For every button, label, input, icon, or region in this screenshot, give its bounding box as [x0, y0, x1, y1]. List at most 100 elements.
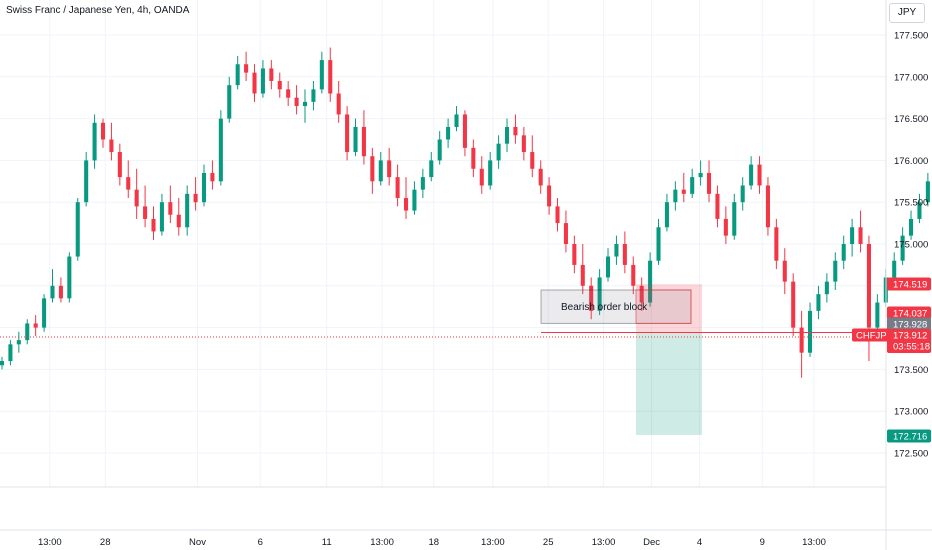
candle-body: [614, 244, 619, 257]
candle-body: [866, 244, 871, 328]
candle: [757, 156, 762, 194]
candle-body: [361, 126, 366, 157]
candle: [437, 131, 442, 165]
candle: [530, 135, 535, 178]
x-tick-label: 13:00: [38, 537, 62, 548]
candle-body: [168, 202, 173, 215]
price-axis-ticks: 177.500 177.000 176.500 176.000 175.500 175.0…: [894, 31, 928, 460]
upper-price-label: 174.519: [887, 277, 931, 291]
candle-body: [547, 185, 552, 207]
order-block-box[interactable]: [540, 289, 692, 324]
candle: [361, 110, 366, 165]
candle-body: [176, 214, 181, 228]
candle-body: [597, 277, 602, 311]
candle-body: [244, 64, 249, 73]
candle: [336, 80, 341, 123]
candle: [201, 164, 207, 207]
candle-body: [353, 126, 358, 153]
candle: [555, 198, 560, 232]
candle-body: [563, 223, 568, 244]
candle: [513, 114, 518, 144]
candle-body: [909, 218, 914, 236]
candle-body: [8, 344, 13, 362]
candle-body: [504, 126, 510, 144]
currency-button[interactable]: JPY: [889, 3, 925, 23]
candle: [572, 235, 577, 274]
candle: [690, 168, 695, 199]
candle: [387, 147, 392, 186]
x-tick-label: 13:00: [592, 537, 616, 548]
candle-body: [429, 160, 434, 178]
candle-body: [395, 177, 400, 199]
candle-body: [294, 97, 299, 107]
candle: [143, 185, 148, 228]
candle-body: [808, 310, 813, 353]
x-tick-label: Dec: [643, 537, 660, 548]
candle-body: [454, 114, 459, 127]
candle-body: [782, 260, 787, 282]
candle: [656, 218, 661, 265]
candle: [277, 72, 282, 98]
candle: [639, 277, 644, 311]
candle-body: [538, 168, 543, 186]
candle-body: [690, 177, 695, 194]
candle: [420, 168, 425, 199]
candle: [75, 198, 80, 261]
candle-body: [302, 101, 308, 107]
candle-body: [25, 323, 30, 341]
candle: [50, 269, 55, 303]
y-tick-label: 176.500: [894, 114, 928, 125]
entry-price-label: 174.037: [887, 306, 931, 320]
candle: [723, 206, 728, 244]
candle: [252, 64, 257, 102]
candle-body: [84, 160, 89, 203]
price-axis[interactable]: 177.500 177.000 176.500 176.000 175.500 175.0…: [852, 0, 931, 550]
candle: [824, 273, 829, 303]
candle-body: [732, 202, 737, 236]
chart-title: Swiss Franc / Japanese Yen, 4h, OANDA: [6, 5, 190, 16]
candle: [244, 51, 249, 81]
candle: [429, 152, 434, 182]
candle-body: [656, 227, 661, 261]
candle-body: [791, 281, 796, 328]
candle-body: [193, 193, 198, 203]
candle-body: [117, 152, 122, 178]
candle: [67, 252, 72, 303]
x-tick-label: 13:00: [370, 537, 394, 548]
candle-body: [33, 323, 38, 328]
candle-body: [277, 80, 282, 90]
candle: [92, 114, 97, 169]
current-price-label: 173.912 03:55:18: [887, 329, 931, 353]
candle: [33, 315, 38, 336]
candle-body: [345, 114, 350, 153]
candle-body: [75, 202, 80, 257]
take-profit-zone[interactable]: [636, 333, 702, 435]
symbol-label: CHFJPY: [852, 328, 894, 342]
candle: [58, 277, 63, 303]
candle: [235, 55, 240, 90]
candle: [471, 139, 476, 178]
candle-body: [378, 160, 383, 182]
candle: [589, 277, 594, 320]
time-axis-ticks: 13:00 28 Nov 6 11 13:00 18 13:00 25 13:00 Dec 4 9 13:…: [38, 537, 826, 548]
candle-body: [420, 177, 425, 190]
x-tick-label: 13:00: [802, 537, 826, 548]
time-axis[interactable]: 13:00 28 Nov 6 11 13:00 18 13:00 25 13:00 Dec 4 9 13:…: [0, 486, 932, 548]
candle: [648, 252, 653, 307]
candle: [328, 47, 333, 102]
x-tick-label: 18: [428, 537, 439, 548]
candle: [799, 310, 804, 378]
y-tick-label: 175.000: [894, 240, 928, 251]
candle: [909, 210, 914, 240]
lower-price-label: 172.716: [887, 429, 931, 443]
current-price-text: 173.912: [893, 331, 927, 342]
candle-body: [201, 172, 207, 203]
candle-body: [218, 118, 223, 182]
candle: [664, 193, 669, 232]
candle: [681, 172, 686, 203]
x-tick-label: 9: [760, 537, 765, 548]
candle: [319, 51, 324, 94]
candle-body: [715, 193, 720, 219]
candle-body: [555, 206, 560, 224]
